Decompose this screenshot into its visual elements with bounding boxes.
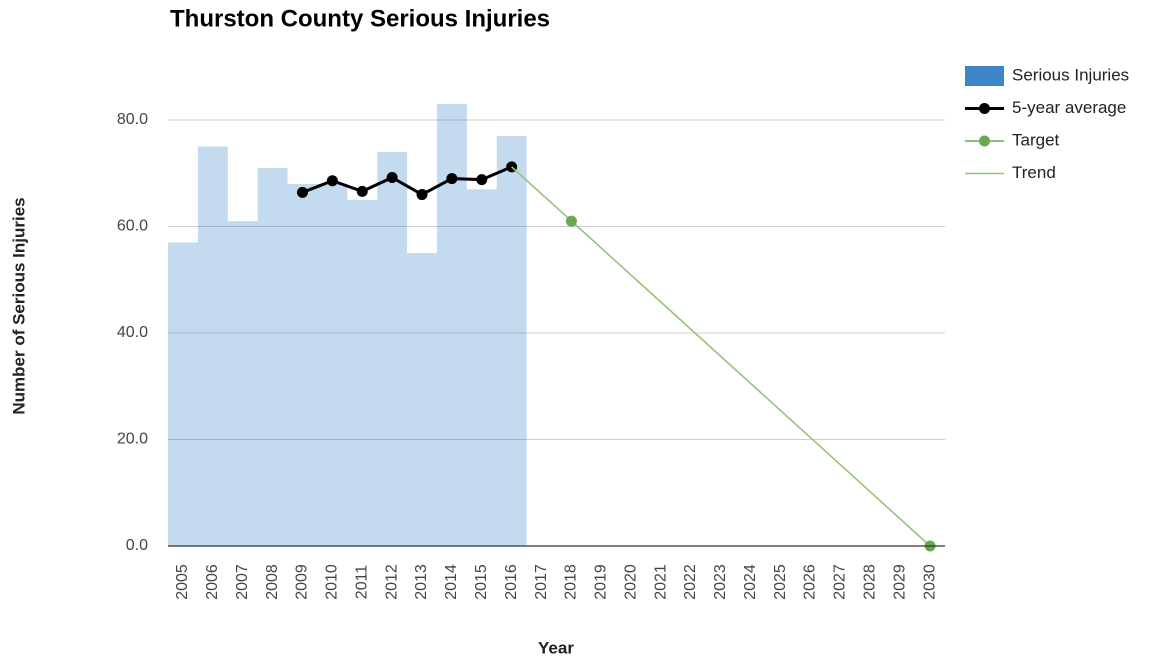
- x-tick-label: 2023: [712, 564, 729, 600]
- target-point: [565, 215, 577, 227]
- bar: [257, 167, 288, 547]
- x-tick-label: 2006: [204, 564, 221, 600]
- line-point: [326, 175, 338, 187]
- x-tick-label: 2020: [622, 564, 639, 600]
- x-tick-label: 2027: [832, 564, 849, 600]
- x-tick-label: 2021: [652, 564, 669, 600]
- x-tick-label: 2028: [862, 564, 879, 600]
- y-tick-label: 60.0: [117, 218, 148, 235]
- line-point: [446, 173, 458, 185]
- bar: [466, 189, 497, 546]
- x-tick-label: 2012: [383, 564, 400, 600]
- bar: [436, 104, 467, 547]
- x-tick-label: 2024: [742, 564, 759, 600]
- y-tick-label: 0.0: [126, 537, 148, 554]
- legend-label: Target: [1012, 130, 1060, 149]
- bar: [287, 183, 318, 546]
- x-tick-label: 2022: [682, 564, 699, 600]
- x-tick-label: 2008: [264, 564, 281, 600]
- x-tick-label: 2030: [921, 564, 938, 600]
- line-point: [296, 186, 308, 198]
- line-point: [356, 185, 368, 197]
- x-tick-label: 2013: [413, 564, 430, 600]
- x-tick-label: 2017: [533, 564, 550, 600]
- x-tick-label: 2029: [891, 564, 908, 600]
- bar: [227, 221, 258, 547]
- x-tick-label: 2005: [174, 564, 191, 600]
- x-tick-label: 2018: [563, 564, 580, 600]
- x-tick-label: 2007: [234, 564, 251, 600]
- x-tick-label: 2011: [353, 565, 370, 600]
- x-axis-title: Year: [538, 638, 574, 657]
- line-point: [416, 189, 428, 201]
- x-tick-label: 2015: [473, 564, 490, 600]
- legend-marker: [979, 103, 990, 114]
- y-tick-label: 80.0: [117, 111, 148, 128]
- line-point: [386, 172, 398, 184]
- y-axis-title: Number of Serious Injuries: [9, 197, 28, 414]
- bar: [197, 146, 228, 546]
- x-tick-label: 2009: [294, 564, 311, 600]
- line: [511, 166, 931, 547]
- x-tick-label: 2016: [503, 564, 520, 600]
- bar: [317, 183, 348, 546]
- bar: [407, 253, 437, 546]
- legend-label: Trend: [1012, 163, 1056, 182]
- bar: [377, 151, 408, 546]
- x-tick-label: 2014: [443, 564, 460, 600]
- bar: [496, 135, 527, 546]
- x-tick-label: 2019: [593, 564, 610, 600]
- x-tick-label: 2026: [802, 564, 819, 600]
- bar: [347, 199, 378, 546]
- y-tick-label: 20.0: [117, 431, 148, 448]
- legend-label: 5-year average: [1012, 98, 1126, 117]
- legend-marker: [979, 135, 990, 147]
- chart-title: Thurston County Serious Injuries: [170, 5, 550, 32]
- x-tick-label: 2025: [772, 564, 789, 600]
- line-point: [476, 174, 488, 186]
- legend-swatch: [965, 66, 1004, 86]
- bar: [168, 242, 198, 546]
- y-tick-label: 40.0: [117, 324, 148, 341]
- legend-label: Serious Injuries: [1012, 65, 1129, 84]
- x-tick-label: 2010: [324, 564, 341, 600]
